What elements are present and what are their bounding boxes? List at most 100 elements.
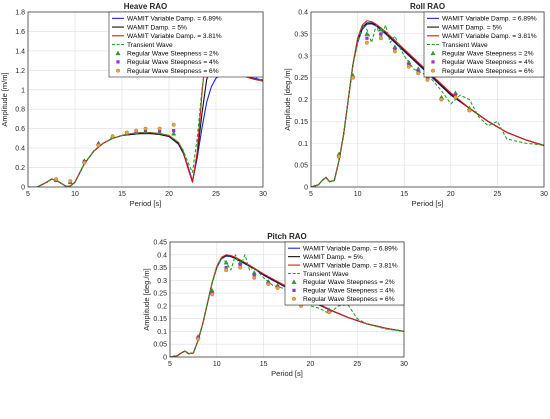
roll-marker-reg_6	[406, 64, 411, 69]
roll-y-tick-label: 0	[304, 185, 308, 192]
pitch-legend-label: Transient Wave	[303, 271, 349, 278]
heave-marker-reg_6	[54, 177, 59, 182]
roll-marker-reg_6	[467, 108, 472, 113]
heave-chart: 5 10 15 20 25 30 0 0.2 0.4 0.6 0.8 1 1.2 1.4 1.6 1.8 Hea…	[0, 2, 267, 208]
roll-x-tick-label: 15	[400, 191, 408, 198]
roll-line-wamit_3_81	[311, 20, 544, 187]
pitch-marker-reg_6	[210, 292, 215, 297]
roll-y-tick-label: 0.15	[294, 119, 308, 126]
heave-marker-reg_6	[134, 128, 139, 133]
roll-marker-reg_6	[416, 71, 421, 76]
roll-title: Roll RAO	[410, 2, 445, 11]
pitch-y-tick-label: 0.35	[153, 265, 167, 272]
heave-legend-marker	[116, 60, 120, 64]
roll-legend-marker	[430, 50, 436, 56]
roll-x-tick-label: 20	[447, 191, 455, 198]
heave-marker-reg_6	[96, 143, 101, 148]
roll-marker-reg_6	[425, 77, 430, 82]
heave-legend-label: Transient Wave	[127, 42, 173, 49]
pitch-legend: WAMIT Variable Damp. = 6.89%WAMIT Damp. …	[284, 241, 405, 306]
pitch-marker-reg_6	[252, 275, 257, 280]
heave-y-tick-label: 1	[21, 87, 25, 94]
pitch-x-tick-label: 20	[307, 361, 315, 368]
heave-marker-reg_2	[171, 131, 177, 136]
heave-y-tick-label: 0.2	[15, 165, 25, 172]
heave-legend-label: Regular Wave Steepness = 2%	[127, 51, 219, 58]
pitch-marker-reg_6	[327, 310, 332, 315]
pitch-marker-reg_4	[238, 263, 242, 267]
pitch-x-tick-label: 15	[260, 361, 268, 368]
pitch-legend-label: WAMIT Variable Damp. = 3.81%	[303, 262, 398, 269]
pitch-x-tick-label: 25	[353, 361, 361, 368]
pitch-marker-reg_6	[266, 282, 271, 287]
heave-x-tick-label: 15	[118, 191, 126, 198]
pitch-y-tick-label: 0.4	[157, 252, 167, 259]
pitch-line-transient	[170, 254, 404, 357]
pitch-legend-label: WAMIT Damp. = 5%	[303, 254, 363, 261]
heave-marker-reg_6	[68, 179, 73, 184]
pitch-y-tick-label: 0.45	[153, 240, 167, 247]
heave-title: Heave RAO	[124, 2, 168, 11]
pitch-marker-reg_6	[196, 337, 201, 342]
heave-x-tick-label: 10	[71, 191, 79, 198]
pitch-title: Pitch RAO	[267, 232, 307, 241]
heave-legend-marker	[115, 50, 121, 56]
heave-marker-reg_6	[124, 130, 129, 135]
roll-legend-label: Regular Wave Steepness = 2%	[442, 51, 534, 58]
roll-legend-label: Regular Wave Steepness = 6%	[442, 68, 534, 75]
heave-y-tick-label: 1.8	[15, 10, 25, 17]
pitch-marker-reg_2	[223, 259, 229, 265]
heave-legend-box	[108, 11, 264, 78]
roll-x-tick-label: 25	[494, 191, 502, 198]
pitch-legend-box	[284, 241, 405, 306]
roll-marker-reg_4	[407, 62, 411, 67]
roll-legend-label: Regular Wave Steepness = 4%	[442, 59, 534, 66]
roll-marker-reg_4	[416, 69, 420, 73]
roll-marker-reg_4	[425, 76, 430, 80]
roll-marker-reg_4	[393, 47, 397, 51]
heave-y-tick-label: 1.4	[15, 48, 25, 55]
roll-y-tick-label: 0.4	[298, 10, 308, 17]
roll-x-tick-label: 10	[354, 191, 362, 198]
pitch-legend-marker	[292, 296, 296, 301]
roll-marker-reg_4	[365, 36, 369, 40]
pitch-legend-marker	[291, 279, 297, 284]
heave-x-tick-label: 20	[165, 191, 173, 198]
pitch-marker-reg_6	[224, 268, 229, 273]
pitch-x-axis-label: Period [s]	[271, 369, 303, 378]
pitch-legend-label: Regular Wave Steepness = 2%	[303, 279, 395, 286]
roll-y-tick-label: 0.1	[298, 141, 308, 148]
pitch-legend-label: Regular Wave Steepness = 4%	[303, 288, 395, 295]
pitch-x-tick-label: 10	[213, 361, 221, 368]
pitch-y-axis-label: Amplitude [deg./m]	[142, 268, 151, 331]
roll-marker-reg_6	[392, 49, 397, 54]
roll-x-tick-label: 5	[309, 191, 313, 198]
roll-marker-reg_6	[337, 154, 341, 159]
heave-y-tick-label: 0.4	[15, 146, 25, 153]
pitch-legend-label: WAMIT Variable Damp. = 6.89%	[303, 246, 398, 253]
roll-legend-label: WAMIT Variable Damp. = 3.81%	[442, 33, 537, 40]
roll-legend: WAMIT Variable Damp. = 6.89%WAMIT Damp. …	[423, 11, 545, 78]
pitch-x-tick-label: 30	[400, 361, 408, 368]
heave-marker-reg_6	[171, 122, 176, 127]
heave-legend-label: WAMIT Variable Damp. = 6.89%	[127, 16, 222, 23]
roll-marker-reg_2	[378, 26, 384, 32]
roll-legend-box	[423, 11, 545, 78]
pitch-y-tick-label: 0.05	[153, 342, 167, 349]
heave-x-tick-label: 30	[259, 191, 267, 198]
heave-legend-label: Regular Wave Steepness = 6%	[127, 68, 219, 75]
heave-line-transient	[28, 27, 263, 187]
pitch-y-tick-label: 0.1	[157, 329, 167, 336]
heave-y-axis-label: Amplitude [m/m]	[0, 72, 9, 126]
roll-x-tick-label: 30	[540, 191, 548, 198]
pitch-x-tick-label: 5	[168, 361, 172, 368]
roll-x-axis-label: Period [s]	[412, 199, 444, 208]
roll-marker-reg_4	[379, 32, 383, 36]
pitch-chart: 5 10 15 20 25 30 0 0.05 0.1 0.15 0.2 0.25 0.3 0.35 0.4…	[142, 232, 408, 378]
heave-legend-label: Regular Wave Steepness = 4%	[127, 59, 219, 66]
heave-y-tick-label: 1.6	[15, 29, 25, 36]
pitch-legend-label: Regular Wave Steepness = 6%	[303, 296, 395, 303]
pitch-y-tick-label: 0.3	[157, 278, 167, 285]
heave-y-tick-label: 1.2	[15, 68, 25, 75]
